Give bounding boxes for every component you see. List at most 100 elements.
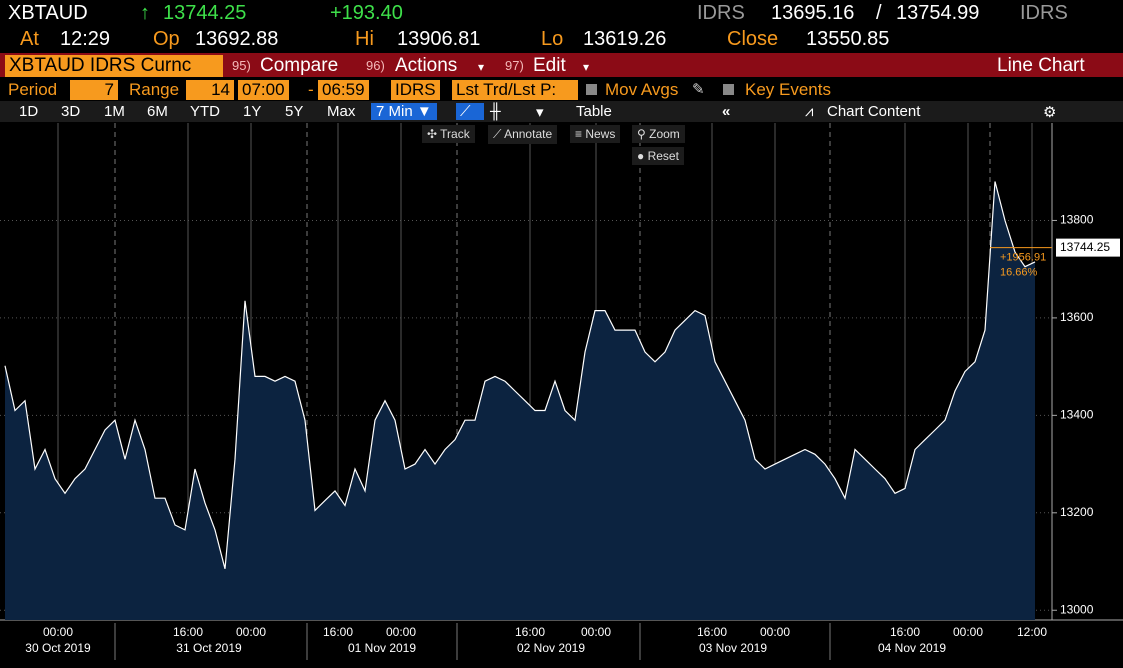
track-tool[interactable]: ✣ Track xyxy=(422,125,475,143)
range-button[interactable]: Max xyxy=(327,103,356,120)
menu-edit[interactable]: Edit xyxy=(533,55,566,76)
price-line xyxy=(4,181,1036,569)
at-label: At xyxy=(20,28,39,50)
pencil-icon: ✎ xyxy=(692,81,705,98)
last-price: 13744.25 xyxy=(163,2,247,24)
menu-number: 97) xyxy=(505,58,524,73)
net-change: +193.40 xyxy=(330,2,403,24)
x-tick-label: 16:00 xyxy=(323,625,353,639)
range-button[interactable]: 5Y xyxy=(285,103,304,120)
x-tick-label: 00:00 xyxy=(236,625,266,639)
x-tick-label: 00:00 xyxy=(953,625,983,639)
bar-icon[interactable]: ╫ xyxy=(490,103,501,120)
x-date-label: 01 Nov 2019 xyxy=(348,641,416,655)
y-tick-label: 13000 xyxy=(1060,602,1094,616)
close-label: Close xyxy=(727,28,779,50)
menu-number: 96) xyxy=(366,58,385,73)
mov-avgs[interactable]: Mov Avgs xyxy=(605,80,679,99)
x-tick-label: 12:00 xyxy=(1017,625,1047,639)
field-input[interactable]: Lst Trd/Lst P: xyxy=(452,80,578,100)
up-arrow: ↑ xyxy=(140,2,150,24)
open-label: Op xyxy=(153,28,180,50)
period-input[interactable]: 7 xyxy=(70,80,118,100)
x-tick-label: 16:00 xyxy=(173,625,203,639)
bid-source: IDRS xyxy=(697,2,745,24)
tool-label: News xyxy=(585,127,616,141)
news-tool[interactable]: ≡ News xyxy=(570,125,621,143)
low-label: Lo xyxy=(541,28,564,50)
tool-label: Track xyxy=(440,127,470,141)
interval-button[interactable]: 7 Min ▼ xyxy=(371,103,437,120)
last-price-label: 13744.25 xyxy=(1060,240,1110,254)
reset-tool[interactable]: ● Reset xyxy=(632,147,684,165)
range-button[interactable]: 1D xyxy=(19,103,39,120)
range-button[interactable]: 1Y xyxy=(243,103,262,120)
area-fill xyxy=(5,181,1035,620)
range-input[interactable]: 14 xyxy=(186,80,234,100)
tool-icon: ⚲ xyxy=(637,127,650,141)
end-time[interactable]: 06:59 xyxy=(318,80,369,100)
source-input[interactable]: IDRS xyxy=(391,80,440,100)
dropdown-icon: ▾ xyxy=(478,60,485,74)
zoom-tool[interactable]: ⚲ Zoom xyxy=(632,125,685,143)
key-events[interactable]: Key Events xyxy=(745,80,831,99)
menu-actions[interactable]: Actions xyxy=(395,55,458,76)
view-name: Line Chart xyxy=(997,55,1085,76)
tool-icon: ● xyxy=(637,149,648,163)
y-tick-label: 13400 xyxy=(1060,408,1094,422)
ask-source: IDRS xyxy=(1020,2,1068,24)
range-button[interactable]: YTD xyxy=(190,103,220,120)
range-label: Range xyxy=(129,80,180,99)
menu-number: 95) xyxy=(232,58,251,73)
low: 13619.26 xyxy=(583,28,667,50)
high: 13906.81 xyxy=(397,28,481,50)
x-tick-label: 16:00 xyxy=(515,625,545,639)
checkbox[interactable] xyxy=(586,84,597,95)
period-label: Period xyxy=(8,80,58,99)
tool-label: Zoom xyxy=(649,127,680,141)
chart-icon: ⩘ xyxy=(805,103,814,120)
y-tick-label: 13200 xyxy=(1060,505,1094,519)
x-tick-label: 00:00 xyxy=(43,625,73,639)
x-tick-label: 00:00 xyxy=(581,625,611,639)
range-button[interactable]: 1M xyxy=(104,103,125,120)
table-button[interactable]: Table xyxy=(576,103,612,120)
last-price-box xyxy=(1056,238,1120,257)
x-date-label: 04 Nov 2019 xyxy=(878,641,946,655)
dropdown-icon: ▾ xyxy=(583,60,590,74)
y-tick-label: 13600 xyxy=(1060,310,1094,324)
tool-icon: ≡ xyxy=(575,127,586,141)
x-date-label: 02 Nov 2019 xyxy=(517,641,585,655)
annotate-tool[interactable]: ⟋ Annotate xyxy=(488,125,558,144)
x-date-label: 30 Oct 2019 xyxy=(25,641,91,655)
settings-icon[interactable]: ⚙ xyxy=(1043,104,1057,121)
range-button[interactable]: 6M xyxy=(147,103,168,120)
change-annotation: 16.66% xyxy=(1000,267,1038,279)
separator: / xyxy=(876,2,882,24)
range-button[interactable]: 3D xyxy=(61,103,81,120)
collapse-icon[interactable]: « xyxy=(722,103,731,120)
change-annotation: +1956.91 xyxy=(1000,252,1046,264)
bid: 13695.16 xyxy=(771,2,855,24)
tool-label: Reset xyxy=(647,149,679,163)
security-field[interactable]: XBTAUD IDRS Curnc xyxy=(5,55,223,77)
dash: - xyxy=(308,80,314,99)
x-tick-label: 00:00 xyxy=(386,625,416,639)
ticker: XBTAUD xyxy=(8,2,88,24)
open: 13692.88 xyxy=(195,28,279,50)
chart-content-button[interactable]: Chart Content xyxy=(827,103,921,120)
checkbox[interactable] xyxy=(723,84,734,95)
at-time: 12:29 xyxy=(60,28,111,50)
tool-icon: ✣ xyxy=(427,127,441,141)
x-date-label: 03 Nov 2019 xyxy=(699,641,767,655)
tool-label: Annotate xyxy=(504,127,553,141)
dropdown-icon[interactable]: ▾ xyxy=(536,104,544,121)
start-time[interactable]: 07:00 xyxy=(238,80,289,100)
x-date-label: 31 Oct 2019 xyxy=(176,641,242,655)
close: 13550.85 xyxy=(806,28,890,50)
y-tick-label: 13800 xyxy=(1060,213,1094,227)
x-tick-label: 00:00 xyxy=(760,625,790,639)
line-icon[interactable]: ⟋ xyxy=(456,103,484,120)
menu-compare[interactable]: Compare xyxy=(260,55,339,76)
